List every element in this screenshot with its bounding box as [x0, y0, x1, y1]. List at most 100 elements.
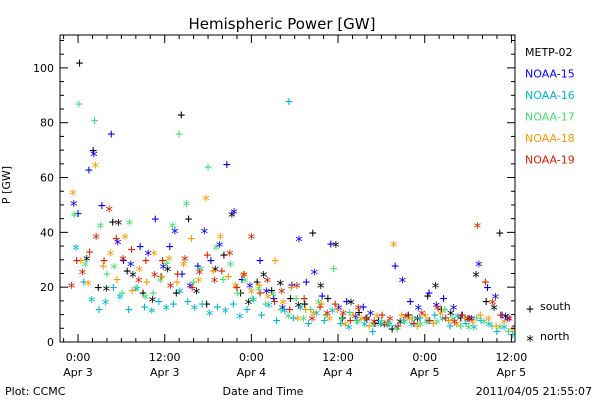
data-point: +	[224, 270, 232, 285]
data-point: *	[170, 224, 179, 242]
data-point: +	[258, 308, 266, 323]
data-point: *	[201, 191, 210, 209]
data-point: *	[259, 268, 268, 286]
data-point: +	[482, 294, 490, 309]
x-tick-date-label: Apr 5	[497, 366, 527, 379]
data-point: +	[85, 163, 93, 178]
data-point: *	[226, 257, 235, 275]
data-point: +	[514, 322, 522, 337]
series-noaa-16: *+*+*+*+*+*+*+* +* +* + * +*+*+*+ *++*+ * + *+ * + *…	[71, 94, 515, 342]
y-tick-label: 60	[40, 172, 54, 185]
data-point: *	[310, 265, 319, 283]
data-point: *	[211, 241, 220, 259]
data-point: *	[115, 290, 124, 308]
data-point: *	[141, 290, 150, 308]
y-tick-label: 20	[40, 281, 54, 294]
data-point: +	[255, 278, 263, 293]
data-point: +	[233, 281, 241, 296]
data-point: +	[369, 325, 377, 340]
data-point: +	[103, 267, 111, 282]
data-point: *	[71, 241, 80, 259]
data-point: +	[461, 311, 469, 326]
data-point: +	[362, 311, 370, 326]
data-point: *	[194, 274, 203, 292]
data-point: *	[225, 246, 234, 264]
data-point: *	[376, 318, 385, 336]
data-point: +	[302, 275, 310, 290]
data-point: *	[438, 312, 447, 330]
data-point: *	[196, 263, 205, 281]
data-point: *	[126, 257, 135, 275]
data-point: *	[337, 312, 346, 330]
data-point: +	[142, 253, 150, 268]
data-point: *	[464, 320, 473, 338]
data-point: +	[287, 281, 295, 296]
data-point: *	[490, 301, 499, 319]
data-point: +	[128, 283, 136, 298]
data-point: +	[172, 286, 180, 301]
series-noaa-15: *++*++*+*+ *+*+*+*+*+*+*+ *+*+*+*+ *++* +*+*…	[69, 127, 515, 335]
data-point: *	[81, 257, 90, 275]
data-point: *	[366, 307, 375, 325]
data-point: +	[388, 322, 396, 337]
data-point: *	[240, 274, 249, 292]
data-point: +	[80, 275, 88, 290]
data-point: *	[150, 268, 159, 286]
data-point: *	[245, 279, 254, 297]
x-tick-time-label: 12:00	[496, 351, 528, 364]
data-point: *	[240, 268, 249, 286]
data-point: +	[508, 322, 516, 337]
data-point: *	[247, 285, 256, 303]
data-point: +	[337, 316, 345, 331]
data-point: +	[209, 264, 217, 279]
data-point: *	[433, 301, 442, 319]
data-point: *	[370, 315, 379, 333]
data-point: *	[278, 301, 287, 319]
data-point: +	[198, 297, 206, 312]
data-point: *	[386, 312, 395, 330]
data-point: +	[194, 259, 202, 274]
data-point: +	[234, 286, 242, 301]
data-point: +	[331, 297, 339, 312]
data-point: *	[369, 318, 378, 336]
data-point: +	[271, 294, 279, 309]
data-point: *	[328, 304, 337, 322]
x-tick-date-label: Apr 3	[63, 366, 93, 379]
data-point: +	[174, 267, 182, 282]
data-point: *	[293, 312, 302, 330]
data-point: +	[112, 231, 120, 246]
data-point: +	[497, 308, 505, 323]
data-point: +	[320, 314, 328, 329]
data-point: +	[256, 286, 264, 301]
data-point: +	[375, 314, 383, 329]
data-point: +	[100, 253, 108, 268]
data-point: +	[488, 319, 496, 334]
x-tick-time-label: 12:00	[149, 351, 181, 364]
data-point: *	[473, 219, 482, 237]
data-point: *	[254, 282, 263, 300]
data-point: *	[309, 307, 318, 325]
data-point: *	[205, 307, 214, 325]
data-point: *	[284, 309, 293, 327]
data-point: +	[307, 303, 315, 318]
data-point: +	[158, 270, 166, 285]
data-point: +	[442, 311, 450, 326]
data-point: +	[292, 292, 300, 307]
data-point: +	[286, 303, 294, 318]
data-point: +	[393, 322, 401, 337]
data-point: *	[244, 296, 253, 314]
data-point: +	[109, 215, 117, 230]
data-point: *	[474, 257, 483, 275]
legend-entry: METP-02	[525, 46, 573, 59]
data-point: +	[330, 261, 338, 276]
data-point: *	[128, 268, 137, 286]
data-point: +	[256, 253, 264, 268]
data-point: *	[156, 274, 165, 292]
data-point: *	[68, 186, 77, 204]
data-point: *	[380, 318, 389, 336]
data-point: +	[338, 311, 346, 326]
chart-title: Hemispheric Power [GW]	[189, 15, 376, 33]
x-tick-time-label: 0:00	[239, 351, 264, 364]
plot-frame	[59, 34, 516, 343]
x-tick-time-label: 0:00	[66, 351, 91, 364]
